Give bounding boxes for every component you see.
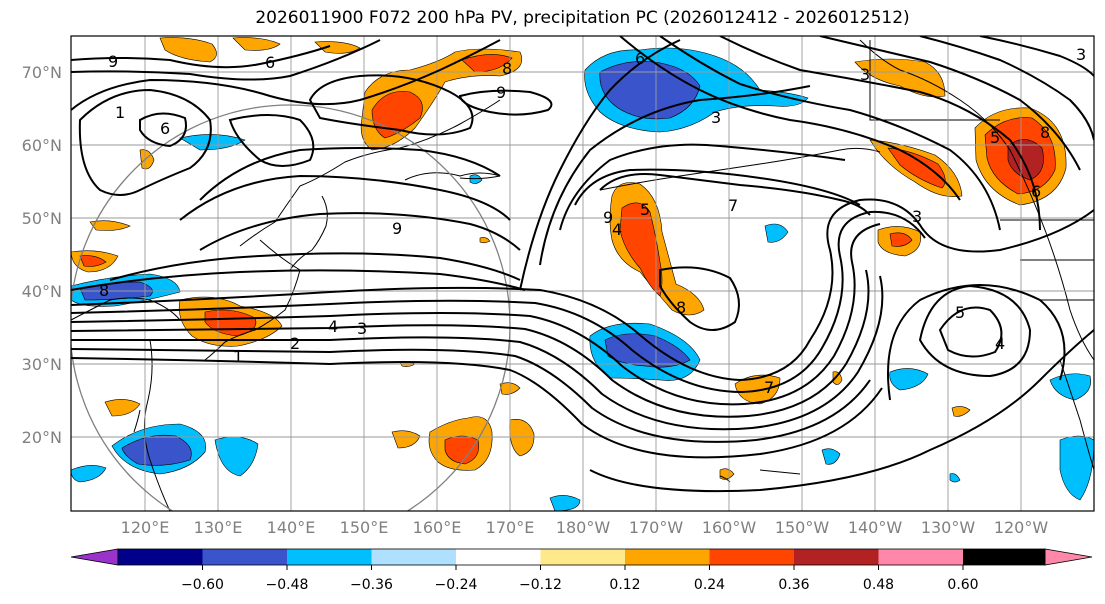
colorbar-frame: [117, 548, 1046, 566]
contour-label: 9: [496, 83, 506, 102]
lat-label: 30°N: [22, 355, 62, 374]
lon-label: 160°E: [413, 518, 462, 537]
lon-label: 170°E: [486, 518, 535, 537]
precip-negative-shading: [71, 47, 1094, 511]
contour-label: 7: [764, 378, 774, 397]
colorbar-tick-label: 0.60: [947, 577, 978, 593]
contour-label: 8: [1040, 123, 1050, 142]
colorbar-segment: [878, 549, 963, 565]
colorbar-segment: [709, 549, 794, 565]
contour-label: 8: [99, 281, 109, 300]
contour-label: 3: [357, 319, 367, 338]
colorbar: [70, 548, 1093, 566]
lon-label: 120°W: [994, 518, 1049, 537]
contour-label: 8: [676, 298, 686, 317]
lon-label: 150°E: [340, 518, 389, 537]
contour-label: 3: [860, 65, 870, 84]
colorbar-tick-label: 0.36: [778, 577, 809, 593]
lon-label: 130°W: [921, 518, 976, 537]
lat-label: 60°N: [22, 136, 62, 155]
colorbar-segment: [456, 549, 541, 565]
contour-label: 8: [502, 59, 512, 78]
contour-label: 6: [635, 49, 645, 68]
gridlines: [71, 36, 1094, 511]
lon-label: 150°W: [775, 518, 830, 537]
contour-label: 4: [612, 220, 622, 239]
lon-label: 140°W: [848, 518, 903, 537]
contour-label: 1: [115, 103, 125, 122]
contour-label: 2: [290, 334, 300, 353]
lat-label: 20°N: [22, 428, 62, 447]
colorbar-tick-label: −0.48: [266, 577, 309, 593]
lon-label: 180°W: [556, 518, 611, 537]
contour-label: 5: [990, 128, 1000, 147]
lon-label: 140°E: [267, 518, 316, 537]
contour-label: 3: [1076, 45, 1086, 64]
contour-label: 9: [603, 208, 613, 227]
colorbar-tick-label: −0.24: [435, 577, 478, 593]
pv-contours: [71, 36, 1094, 493]
lat-label: 70°N: [22, 63, 62, 82]
map-title: 2026011900 F072 200 hPa PV, precipitatio…: [255, 8, 910, 28]
colorbar-tick-label: −0.12: [519, 577, 562, 593]
contour-label: 4: [328, 317, 338, 336]
lon-label: 160°W: [702, 518, 757, 537]
coastlines: [71, 39, 1094, 511]
lon-label: 130°E: [194, 518, 243, 537]
contour-label: 5: [640, 200, 650, 219]
lat-label: 40°N: [22, 282, 62, 301]
reference-circle: [71, 104, 511, 511]
contour-label: 7: [728, 196, 738, 215]
map-background: [71, 36, 1094, 511]
colorbar-segment: [794, 549, 879, 565]
colorbar-tick-label: 0.24: [694, 577, 725, 593]
contour-label: 6: [265, 53, 275, 72]
contour-label: 3: [711, 108, 721, 127]
contour-label: 6: [1031, 182, 1041, 201]
colorbar-tick-label: 0.48: [863, 577, 894, 593]
contour-label: 9: [108, 52, 118, 71]
colorbar-segment: [118, 549, 203, 565]
contour-label: 3: [912, 207, 922, 226]
lon-label: 170°W: [629, 518, 684, 537]
pv-contour-labels: 9 6 9 1 6 8 9 6 3 3 7 9 4 5 8 7 3 6 5 8 …: [99, 45, 1086, 397]
colorbar-max-extension: [1044, 548, 1093, 566]
colorbar-segment: [202, 549, 287, 565]
lat-label: 50°N: [22, 209, 62, 228]
contour-label: 9: [392, 219, 402, 238]
contour-label: 6: [160, 119, 170, 138]
lon-label: 120°E: [121, 518, 170, 537]
colorbar-segment: [963, 549, 1045, 565]
colorbar-segment: [540, 549, 625, 565]
colorbar-segment: [287, 549, 372, 565]
latitude-labels: 70°N 60°N 50°N 40°N 30°N 20°N: [22, 63, 62, 447]
map-frame: [70, 35, 1095, 512]
contour-label: 5: [955, 303, 965, 322]
colorbar-tick-label: 0.12: [609, 577, 640, 593]
contour-label: 4: [995, 334, 1005, 353]
precip-positive-shading: [71, 37, 1067, 480]
colorbar-segment: [371, 549, 456, 565]
longitude-labels: 120°E 130°E 140°E 150°E 160°E 170°E 180°…: [121, 518, 1049, 537]
colorbar-segment: [625, 549, 710, 565]
colorbar-min-extension: [70, 548, 119, 566]
colorbar-tick-labels: −0.60 −0.48 −0.36 −0.24 −0.12 0.12 0.24 …: [181, 565, 979, 593]
colorbar-tick-label: −0.60: [181, 577, 224, 593]
contour-label: 1: [233, 347, 243, 366]
colorbar-tick-label: −0.36: [350, 577, 393, 593]
